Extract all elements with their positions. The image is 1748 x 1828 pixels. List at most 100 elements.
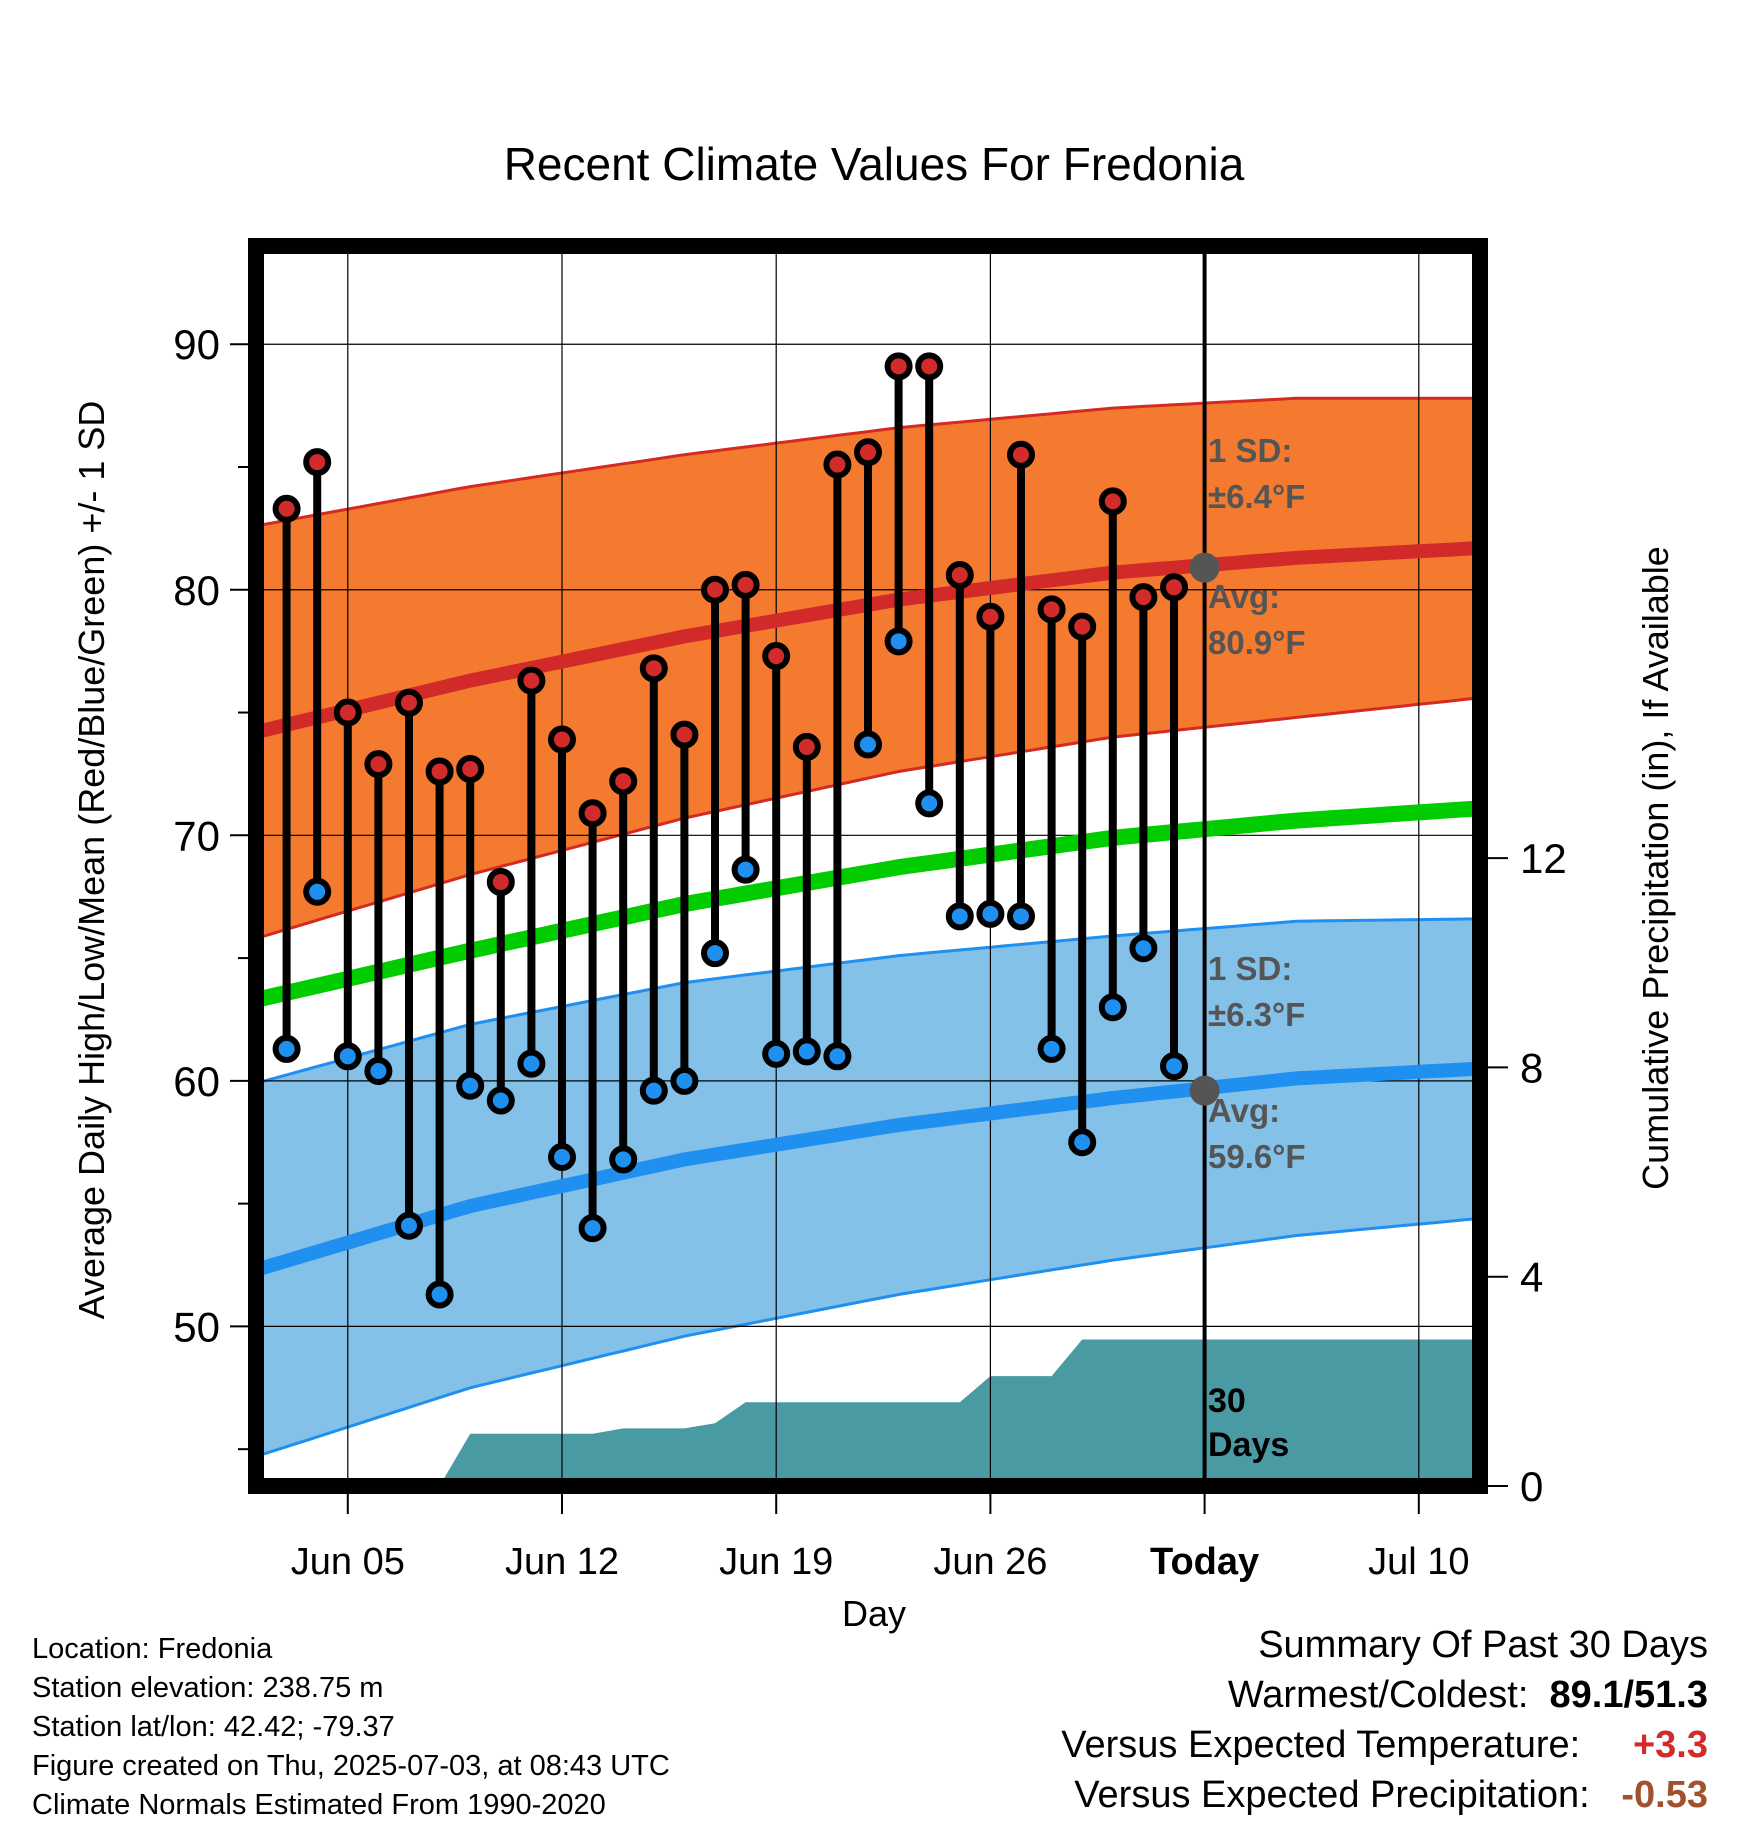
x-tick-label: Jun 05 bbox=[291, 1541, 405, 1583]
low-point bbox=[915, 789, 944, 818]
low-point bbox=[762, 1039, 791, 1068]
plot-content bbox=[256, 246, 1480, 1486]
low-point bbox=[1098, 993, 1127, 1022]
low-point bbox=[425, 1280, 454, 1309]
low-point bbox=[976, 899, 1005, 928]
low-point bbox=[1129, 934, 1158, 963]
low-point bbox=[823, 1042, 852, 1071]
summary-precip-value: -0.53 bbox=[1621, 1774, 1708, 1816]
high-avg-value: 80.9°F bbox=[1208, 624, 1306, 661]
summary-precip: Versus Expected Precipitation: -0.53 bbox=[1074, 1774, 1708, 1817]
y-axis-label: Average Daily High/Low/Mean (Red/Blue/Gr… bbox=[71, 401, 112, 1320]
y-tick-label: 90 bbox=[173, 321, 220, 368]
high-point bbox=[333, 698, 362, 727]
high-point bbox=[1037, 595, 1066, 624]
y2-tick-label: 12 bbox=[1520, 835, 1567, 882]
low-point bbox=[731, 855, 760, 884]
high-point bbox=[486, 867, 515, 896]
plot-area: 1 SD: ±6.4°F Avg: 80.9°F 1 SD: ±6.3°F Avg: 59.6… bbox=[173, 238, 1567, 1583]
high-point bbox=[303, 448, 332, 477]
precip-area bbox=[439, 1339, 1480, 1486]
x-tick-label: Jun 12 bbox=[505, 1541, 619, 1583]
today-low-avg-marker bbox=[1189, 1075, 1220, 1106]
low-avg-value: 59.6°F bbox=[1208, 1138, 1306, 1175]
low-point bbox=[1068, 1128, 1097, 1157]
high-point bbox=[1068, 612, 1097, 641]
low-point bbox=[272, 1034, 301, 1063]
low-point bbox=[854, 730, 882, 759]
high-sd-band-upper-edge bbox=[256, 396, 1480, 528]
high-sd-label: 1 SD: bbox=[1208, 432, 1292, 469]
high-point bbox=[731, 570, 760, 599]
low-point bbox=[792, 1037, 821, 1066]
summary-warm-cold-value: 89.1/51.3 bbox=[1549, 1674, 1708, 1716]
precip-label-top: 30 bbox=[1208, 1382, 1246, 1420]
y2-tick-label: 0 bbox=[1520, 1463, 1543, 1510]
high-point bbox=[517, 666, 546, 695]
high-point bbox=[272, 494, 301, 523]
low-point bbox=[395, 1211, 423, 1240]
summary-title: Summary Of Past 30 Days bbox=[1258, 1624, 1708, 1666]
high-point bbox=[854, 438, 882, 467]
low-sd-band-lower-edge bbox=[256, 1216, 1480, 1458]
high-point bbox=[609, 767, 638, 796]
low-point bbox=[1160, 1052, 1188, 1081]
summary-precip-label: Versus Expected Precipitation: bbox=[1074, 1774, 1590, 1816]
high-point bbox=[456, 755, 485, 784]
low-point bbox=[884, 627, 913, 656]
low-point bbox=[1007, 902, 1035, 931]
summary-warm-cold-label: Warmest/Coldest: bbox=[1227, 1674, 1529, 1716]
high-point bbox=[792, 732, 821, 761]
summary-temp: Versus Expected Temperature: +3.3 bbox=[1061, 1724, 1708, 1767]
x-axis-label: Day bbox=[842, 1593, 906, 1634]
y-tick-label: 50 bbox=[173, 1303, 220, 1350]
high-avg-label: Avg: bbox=[1208, 578, 1280, 615]
high-point bbox=[701, 575, 729, 604]
low-point bbox=[701, 939, 729, 968]
footer-elevation: Station elevation: 238.75 m bbox=[32, 1672, 384, 1704]
high-sd-value: ±6.4°F bbox=[1208, 478, 1305, 515]
footer-latlon: Station lat/lon: 42.42; -79.37 bbox=[32, 1711, 395, 1743]
precip-label-bottom: Days bbox=[1208, 1426, 1289, 1464]
low-point bbox=[548, 1142, 576, 1171]
low-point bbox=[1037, 1034, 1066, 1063]
high-point bbox=[884, 352, 913, 381]
y-tick-label: 80 bbox=[173, 567, 220, 614]
low-point bbox=[364, 1057, 393, 1086]
high-point bbox=[364, 750, 393, 779]
low-point bbox=[456, 1071, 485, 1100]
low-point bbox=[333, 1042, 362, 1071]
y2-axis-label: Cumulative Precipitation (in), If Availa… bbox=[1635, 546, 1676, 1190]
low-point bbox=[609, 1145, 638, 1174]
high-point bbox=[578, 799, 607, 828]
low-sd-label: 1 SD: bbox=[1208, 950, 1292, 987]
today-high-avg-marker bbox=[1189, 552, 1220, 583]
high-point bbox=[425, 757, 454, 786]
low-point bbox=[670, 1066, 699, 1095]
low-point bbox=[303, 877, 332, 906]
low-point bbox=[517, 1049, 546, 1078]
high-sd-band-lower-edge bbox=[256, 696, 1480, 940]
high-point bbox=[823, 450, 852, 479]
high-point bbox=[1160, 573, 1188, 602]
high-point bbox=[915, 352, 944, 381]
high-point bbox=[1098, 487, 1127, 516]
mean-normal-line bbox=[256, 800, 1480, 1008]
y-tick-label: 70 bbox=[173, 812, 220, 859]
high-point bbox=[762, 642, 791, 671]
low-avg-label: Avg: bbox=[1208, 1092, 1280, 1129]
footer-normals: Climate Normals Estimated From 1990-2020 bbox=[32, 1789, 606, 1821]
high-point bbox=[670, 720, 699, 749]
low-normal-line bbox=[256, 1061, 1480, 1277]
low-point bbox=[945, 902, 974, 931]
x-tick-label: Today bbox=[1150, 1541, 1259, 1583]
low-point bbox=[639, 1076, 668, 1105]
chart-title: Recent Climate Values For Fredonia bbox=[504, 138, 1245, 190]
low-point bbox=[578, 1214, 607, 1243]
y-tick-label: 60 bbox=[173, 1058, 220, 1105]
y2-tick-label: 8 bbox=[1520, 1044, 1543, 1091]
summary-temp-value: +3.3 bbox=[1632, 1724, 1708, 1766]
high-point bbox=[639, 654, 668, 683]
x-tick-label: Jun 19 bbox=[719, 1541, 833, 1583]
